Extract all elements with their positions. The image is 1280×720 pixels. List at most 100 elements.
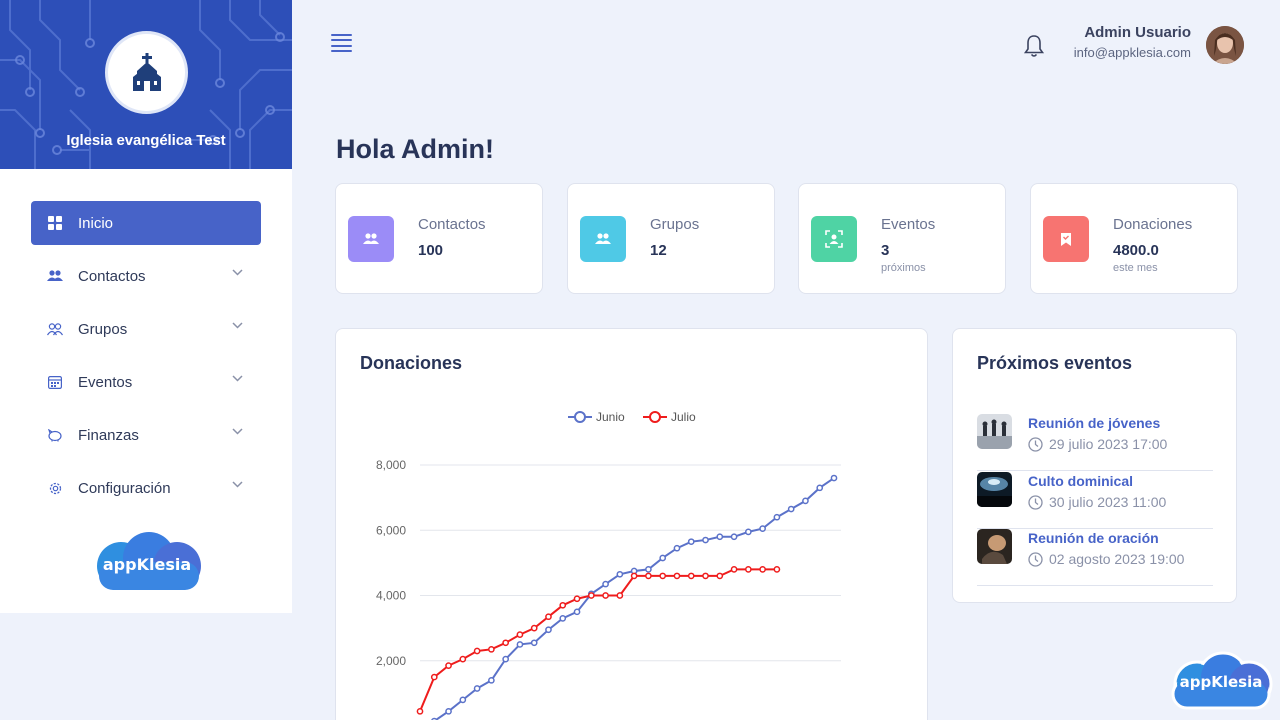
- stat-value: 100: [418, 242, 444, 259]
- sidebar-item-grupos[interactable]: Grupos: [31, 307, 261, 351]
- event-date: 02 agosto 2023 19:00: [1028, 551, 1184, 567]
- legend-label: Julio: [671, 410, 696, 424]
- data-point: [488, 645, 495, 653]
- church-name: Iglesia evangélica Test: [66, 132, 226, 149]
- data-point: [730, 533, 738, 541]
- y-tick-label: 2,000: [376, 654, 406, 668]
- event-item[interactable]: Reunión de jóvenes 29 julio 2023 17:00: [977, 414, 1213, 471]
- data-point: [759, 566, 766, 573]
- data-point: [416, 707, 424, 715]
- clock-icon: [1028, 436, 1043, 452]
- data-point: [630, 572, 638, 580]
- data-point: [616, 570, 624, 578]
- data-point: [559, 601, 567, 609]
- sidebar: Iglesia evangélica Test Inicio Contactos…: [0, 0, 292, 613]
- series-line: [419, 568, 777, 712]
- event-title: Reunión de oración: [1028, 530, 1159, 546]
- stat-card-eventos[interactable]: Eventos 3 próximos: [798, 183, 1006, 294]
- sidebar-item-configuracion[interactable]: Configuración: [31, 466, 261, 510]
- data-point: [430, 673, 438, 681]
- piggy-bank-icon: [47, 427, 63, 443]
- data-point: [687, 538, 695, 546]
- data-point: [516, 641, 524, 648]
- sidebar-menu: Inicio Contactos Grupos Eventos: [31, 201, 261, 519]
- event-thumbnail: [977, 414, 1012, 449]
- event-item[interactable]: Reunión de oración 02 agosto 2023 19:00: [977, 529, 1213, 586]
- data-point: [602, 592, 609, 599]
- stat-subtext: próximos: [881, 262, 926, 274]
- data-point: [830, 474, 838, 482]
- stat-card-donaciones[interactable]: Donaciones 4800.0 este mes: [1030, 183, 1238, 294]
- data-point: [559, 614, 567, 622]
- sidebar-item-finanzas[interactable]: Finanzas: [31, 413, 261, 457]
- data-point: [645, 566, 652, 573]
- chevron-down-icon: [232, 428, 243, 435]
- data-point: [773, 566, 781, 573]
- legend-marker: [574, 411, 586, 423]
- sidebar-item-contactos[interactable]: Contactos: [31, 254, 261, 298]
- events-card: Próximos eventos Reunión de jóvenes 29 j…: [952, 328, 1237, 603]
- sidebar-item-label: Inicio: [78, 214, 114, 232]
- sidebar-item-inicio[interactable]: Inicio: [31, 201, 261, 245]
- data-point: [702, 536, 709, 544]
- data-point: [645, 572, 652, 580]
- users-icon: [580, 216, 626, 262]
- data-point: [459, 655, 467, 663]
- avatar[interactable]: [1206, 26, 1244, 64]
- sidebar-header: Iglesia evangélica Test: [0, 0, 292, 169]
- user-name[interactable]: Admin Usuario: [1084, 24, 1191, 41]
- sidebar-item-label: Contactos: [78, 267, 146, 285]
- event-thumbnail: [977, 529, 1012, 564]
- floating-brand-logo[interactable]: appKlesia: [1167, 650, 1275, 717]
- data-point: [530, 639, 538, 647]
- data-point: [716, 533, 724, 541]
- event-title: Reunión de jóvenes: [1028, 415, 1161, 431]
- data-point: [587, 592, 595, 599]
- notifications-button[interactable]: [1022, 33, 1046, 64]
- stat-label: Donaciones: [1113, 216, 1193, 233]
- stat-label: Eventos: [881, 216, 936, 233]
- sidebar-item-label: Finanzas: [78, 426, 139, 444]
- event-thumbnail: [977, 472, 1012, 507]
- event-date: 29 julio 2023 17:00: [1028, 436, 1167, 452]
- data-point: [673, 572, 681, 580]
- data-point: [573, 595, 581, 603]
- stat-card-contactos[interactable]: Contactos 100: [335, 183, 543, 294]
- data-point: [759, 525, 766, 532]
- event-title: Culto dominical: [1028, 473, 1133, 489]
- stat-value: 3: [881, 242, 890, 259]
- circuit-pattern: [0, 0, 292, 169]
- data-point: [687, 572, 695, 580]
- user-email: info@appklesia.com: [1073, 45, 1191, 60]
- sidebar-item-label: Eventos: [78, 373, 133, 391]
- event-item[interactable]: Culto dominical 30 julio 2023 11:00: [977, 472, 1213, 529]
- page-title: Hola Admin!: [336, 134, 494, 164]
- menu-toggle-button[interactable]: [331, 34, 352, 52]
- event-date-text: 02 agosto 2023 19:00: [1049, 551, 1185, 567]
- series-line: [434, 477, 835, 720]
- event-person-icon: [811, 216, 857, 262]
- gear-icon: [47, 480, 63, 496]
- y-tick-label: 6,000: [376, 523, 406, 537]
- bell-icon: [1023, 35, 1045, 57]
- chevron-down-icon: [232, 322, 243, 329]
- stat-card-grupos[interactable]: Grupos 12: [567, 183, 775, 294]
- event-date-text: 29 julio 2023 17:00: [1049, 436, 1168, 452]
- data-point: [445, 662, 452, 669]
- data-point: [659, 554, 667, 562]
- clock-icon: [1028, 494, 1043, 510]
- data-point: [744, 566, 752, 573]
- floating-brand-text: appKlesia: [1180, 673, 1263, 691]
- data-point: [702, 572, 709, 580]
- data-point: [488, 676, 495, 684]
- data-point: [616, 592, 624, 599]
- legend-label: Junio: [596, 410, 625, 424]
- stat-value: 4800.0: [1113, 242, 1159, 259]
- sidebar-item-eventos[interactable]: Eventos: [31, 360, 261, 404]
- stat-label: Contactos: [418, 216, 486, 233]
- event-date-text: 30 julio 2023 11:00: [1049, 494, 1167, 510]
- data-point: [516, 631, 524, 638]
- data-point: [816, 484, 824, 492]
- church-icon: [132, 52, 161, 91]
- data-point: [659, 572, 667, 580]
